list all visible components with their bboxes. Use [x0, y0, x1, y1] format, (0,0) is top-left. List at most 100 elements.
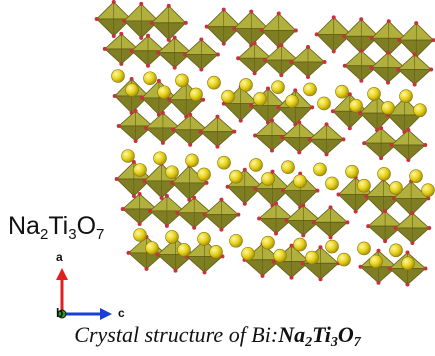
sodium-atom — [421, 183, 435, 197]
oxygen-atom — [405, 282, 410, 287]
figure-caption: Crystal structure of Bi:Na2Ti3O7 — [0, 322, 435, 351]
oxygen-atom — [116, 123, 121, 128]
oxygen-atom — [389, 143, 394, 148]
oxygen-atom — [280, 135, 285, 140]
oxygen-atom — [202, 270, 207, 275]
sodium-atom — [133, 228, 147, 242]
oxygen-atom — [119, 31, 124, 36]
oxygen-atom — [225, 184, 230, 189]
oxygen-atom — [293, 28, 298, 33]
oxygen-atom — [232, 26, 237, 31]
oxygen-atom — [386, 50, 390, 55]
oxygen-atom — [219, 197, 224, 202]
sodium-atom — [209, 245, 223, 259]
oxygen-atom — [276, 105, 281, 110]
oxygen-atom — [330, 109, 335, 114]
oxygen-atom — [318, 277, 323, 282]
oxygen-atom — [397, 38, 402, 43]
oxygen-atom — [426, 196, 431, 201]
oxygen-atom — [215, 52, 220, 57]
oxygen-atom — [257, 216, 262, 221]
sodium-atom — [369, 254, 383, 269]
oxygen-atom — [159, 195, 164, 200]
oxygen-atom — [175, 210, 180, 215]
oxygen-atom — [301, 203, 306, 208]
oxygen-atom — [289, 275, 294, 280]
oxygen-atom — [429, 67, 434, 72]
oxygen-atom — [369, 36, 374, 41]
titanate-slab — [102, 31, 434, 87]
oxygen-atom — [146, 33, 150, 38]
oxygen-atom — [146, 63, 150, 68]
oxygen-atom — [369, 65, 374, 70]
sodium-atom — [111, 69, 125, 83]
oxygen-atom — [301, 233, 306, 238]
sodium-atom — [197, 232, 211, 246]
sodium-atom — [177, 243, 191, 257]
oxygen-atom — [166, 3, 171, 8]
oxygen-atom — [281, 188, 286, 193]
oxygen-atom — [405, 250, 410, 255]
oxygen-atom — [386, 19, 391, 24]
sodium-atom — [303, 82, 317, 97]
oxygen-atom — [114, 176, 119, 181]
oxygen-atom — [129, 48, 134, 53]
sodium-atom — [229, 233, 243, 248]
oxygen-atom — [201, 97, 206, 102]
oxygen-atom — [379, 126, 384, 131]
oxygen-atom — [315, 188, 320, 193]
oxygen-atom — [173, 268, 178, 273]
oxygen-atom — [129, 76, 134, 81]
oxygen-atom — [318, 245, 323, 250]
oxygen-atom — [391, 196, 396, 201]
sodium-atom — [261, 172, 275, 186]
oxygen-atom — [262, 58, 267, 63]
oxygen-atom — [120, 206, 125, 211]
oxygen-atom — [358, 111, 363, 116]
oxygen-atom — [137, 191, 142, 196]
oxygen-atom — [266, 86, 270, 91]
sodium-atom — [399, 89, 413, 103]
oxygen-atom — [307, 137, 312, 142]
oxygen-atom — [353, 209, 358, 214]
oxygen-atom — [111, 33, 116, 38]
oxygen-atom — [310, 105, 315, 110]
sodium-atom — [241, 246, 255, 261]
sodium-atom — [345, 164, 359, 179]
sodium-atom — [221, 89, 235, 104]
oxygen-atom — [144, 266, 149, 271]
sodium-atom — [381, 101, 395, 115]
oxygen-atom — [142, 178, 147, 183]
oxygen-atom — [242, 201, 247, 206]
oxygen-atom — [412, 52, 417, 57]
oxygen-atom — [140, 95, 144, 100]
sodium-atom — [305, 250, 319, 265]
oxygen-atom — [119, 61, 124, 66]
oxygen-atom — [171, 127, 176, 132]
sodium-atom — [389, 181, 403, 195]
formula-label: Na2Ti3O7 — [8, 212, 105, 243]
oxygen-atom — [342, 34, 347, 39]
oxygen-atom — [271, 259, 276, 264]
oxygen-atom — [297, 150, 302, 155]
oxygen-atom — [188, 112, 193, 117]
sodium-atom — [121, 149, 135, 163]
crystal-structure-diagram — [56, 0, 435, 320]
oxygen-atom — [167, 97, 172, 102]
oxygen-atom — [279, 43, 284, 48]
oxygen-atom — [297, 120, 302, 125]
oxygen-atom — [252, 41, 257, 46]
oxygen-atom — [260, 273, 265, 278]
sodium-atom — [413, 103, 427, 117]
oxygen-atom — [359, 17, 364, 22]
axis-a-label: a — [56, 250, 63, 264]
oxygen-atom — [423, 143, 428, 148]
oxygen-atom — [221, 41, 226, 46]
oxygen-atom — [345, 220, 350, 225]
oxygen-atom — [406, 128, 411, 133]
oxygen-atom — [148, 208, 152, 213]
oxygen-atom — [133, 138, 138, 143]
oxygen-atom — [249, 103, 254, 108]
axis-b-origin — [57, 309, 67, 319]
sodium-atom — [337, 252, 351, 267]
